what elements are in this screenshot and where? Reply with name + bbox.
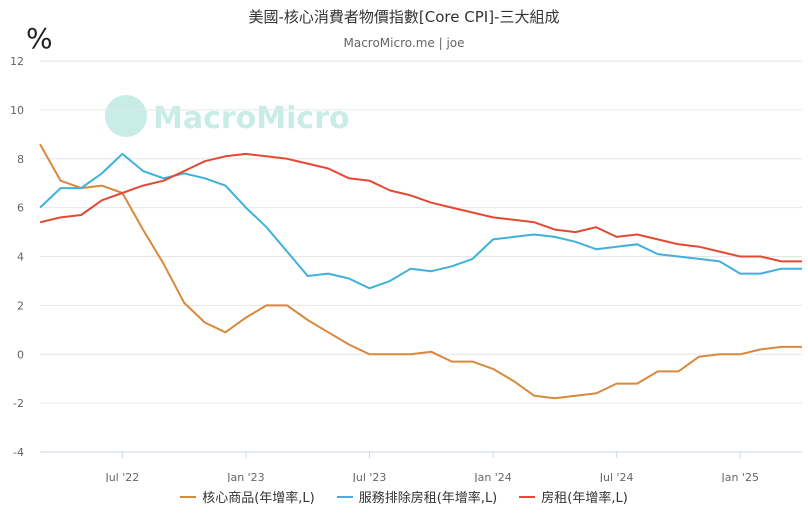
legend-swatch: [336, 495, 353, 498]
legend-label: 房租(年增率,L): [541, 491, 628, 506]
y-tick-label: 0: [17, 348, 24, 361]
y-tick-label: 12: [10, 55, 24, 68]
legend-swatch: [519, 495, 536, 498]
legend-item-1[interactable]: 服務排除房租(年增率,L): [336, 487, 498, 506]
legend-item-0[interactable]: 核心商品(年增率,L): [180, 487, 315, 506]
y-tick-label: 8: [17, 153, 24, 166]
legend-swatch: [180, 495, 197, 498]
x-tick-label: Jan '24: [473, 471, 511, 482]
chart-title: 美國-核心消費者物價指數[Core CPI]-三大組成: [248, 8, 560, 26]
legend: 核心商品(年增率,L) 服務排除房租(年增率,L) 房租(年增率,L): [0, 487, 808, 506]
series-line-0: [39, 143, 802, 400]
y-tick-label: 6: [17, 202, 24, 215]
y-tick-label: 4: [17, 251, 24, 264]
chart-subtitle: MacroMicro.me | joe: [343, 36, 465, 50]
x-tick-label: Jul '23: [352, 471, 387, 482]
series-line-2: [39, 152, 802, 263]
watermark-text: MacroMicro: [153, 101, 350, 136]
series-line-1: [39, 152, 802, 290]
watermark: MacroMicro: [105, 95, 350, 137]
x-tick-label: Jul '24: [599, 471, 634, 482]
x-tick-label: Jan '25: [720, 471, 758, 482]
x-tick-label: Jan '23: [226, 471, 264, 482]
y-tick-label: 2: [17, 299, 24, 312]
line-chart: MacroMicro -4 -2 0 2 4 6 8 10 12 Jul '22 Jan '23 J…: [10, 55, 802, 482]
legend-item-2[interactable]: 房租(年增率,L): [519, 487, 628, 506]
x-tick-label: Jul '22: [104, 471, 139, 482]
legend-label: 服務排除房租(年增率,L): [358, 491, 498, 506]
y-tick-label: -4: [13, 446, 24, 459]
y-tick-label: -2: [13, 397, 24, 410]
unit-label: %: [26, 22, 53, 55]
y-tick-label: 10: [10, 104, 24, 117]
legend-label: 核心商品(年增率,L): [202, 491, 315, 506]
watermark-logo-icon: [105, 95, 147, 137]
